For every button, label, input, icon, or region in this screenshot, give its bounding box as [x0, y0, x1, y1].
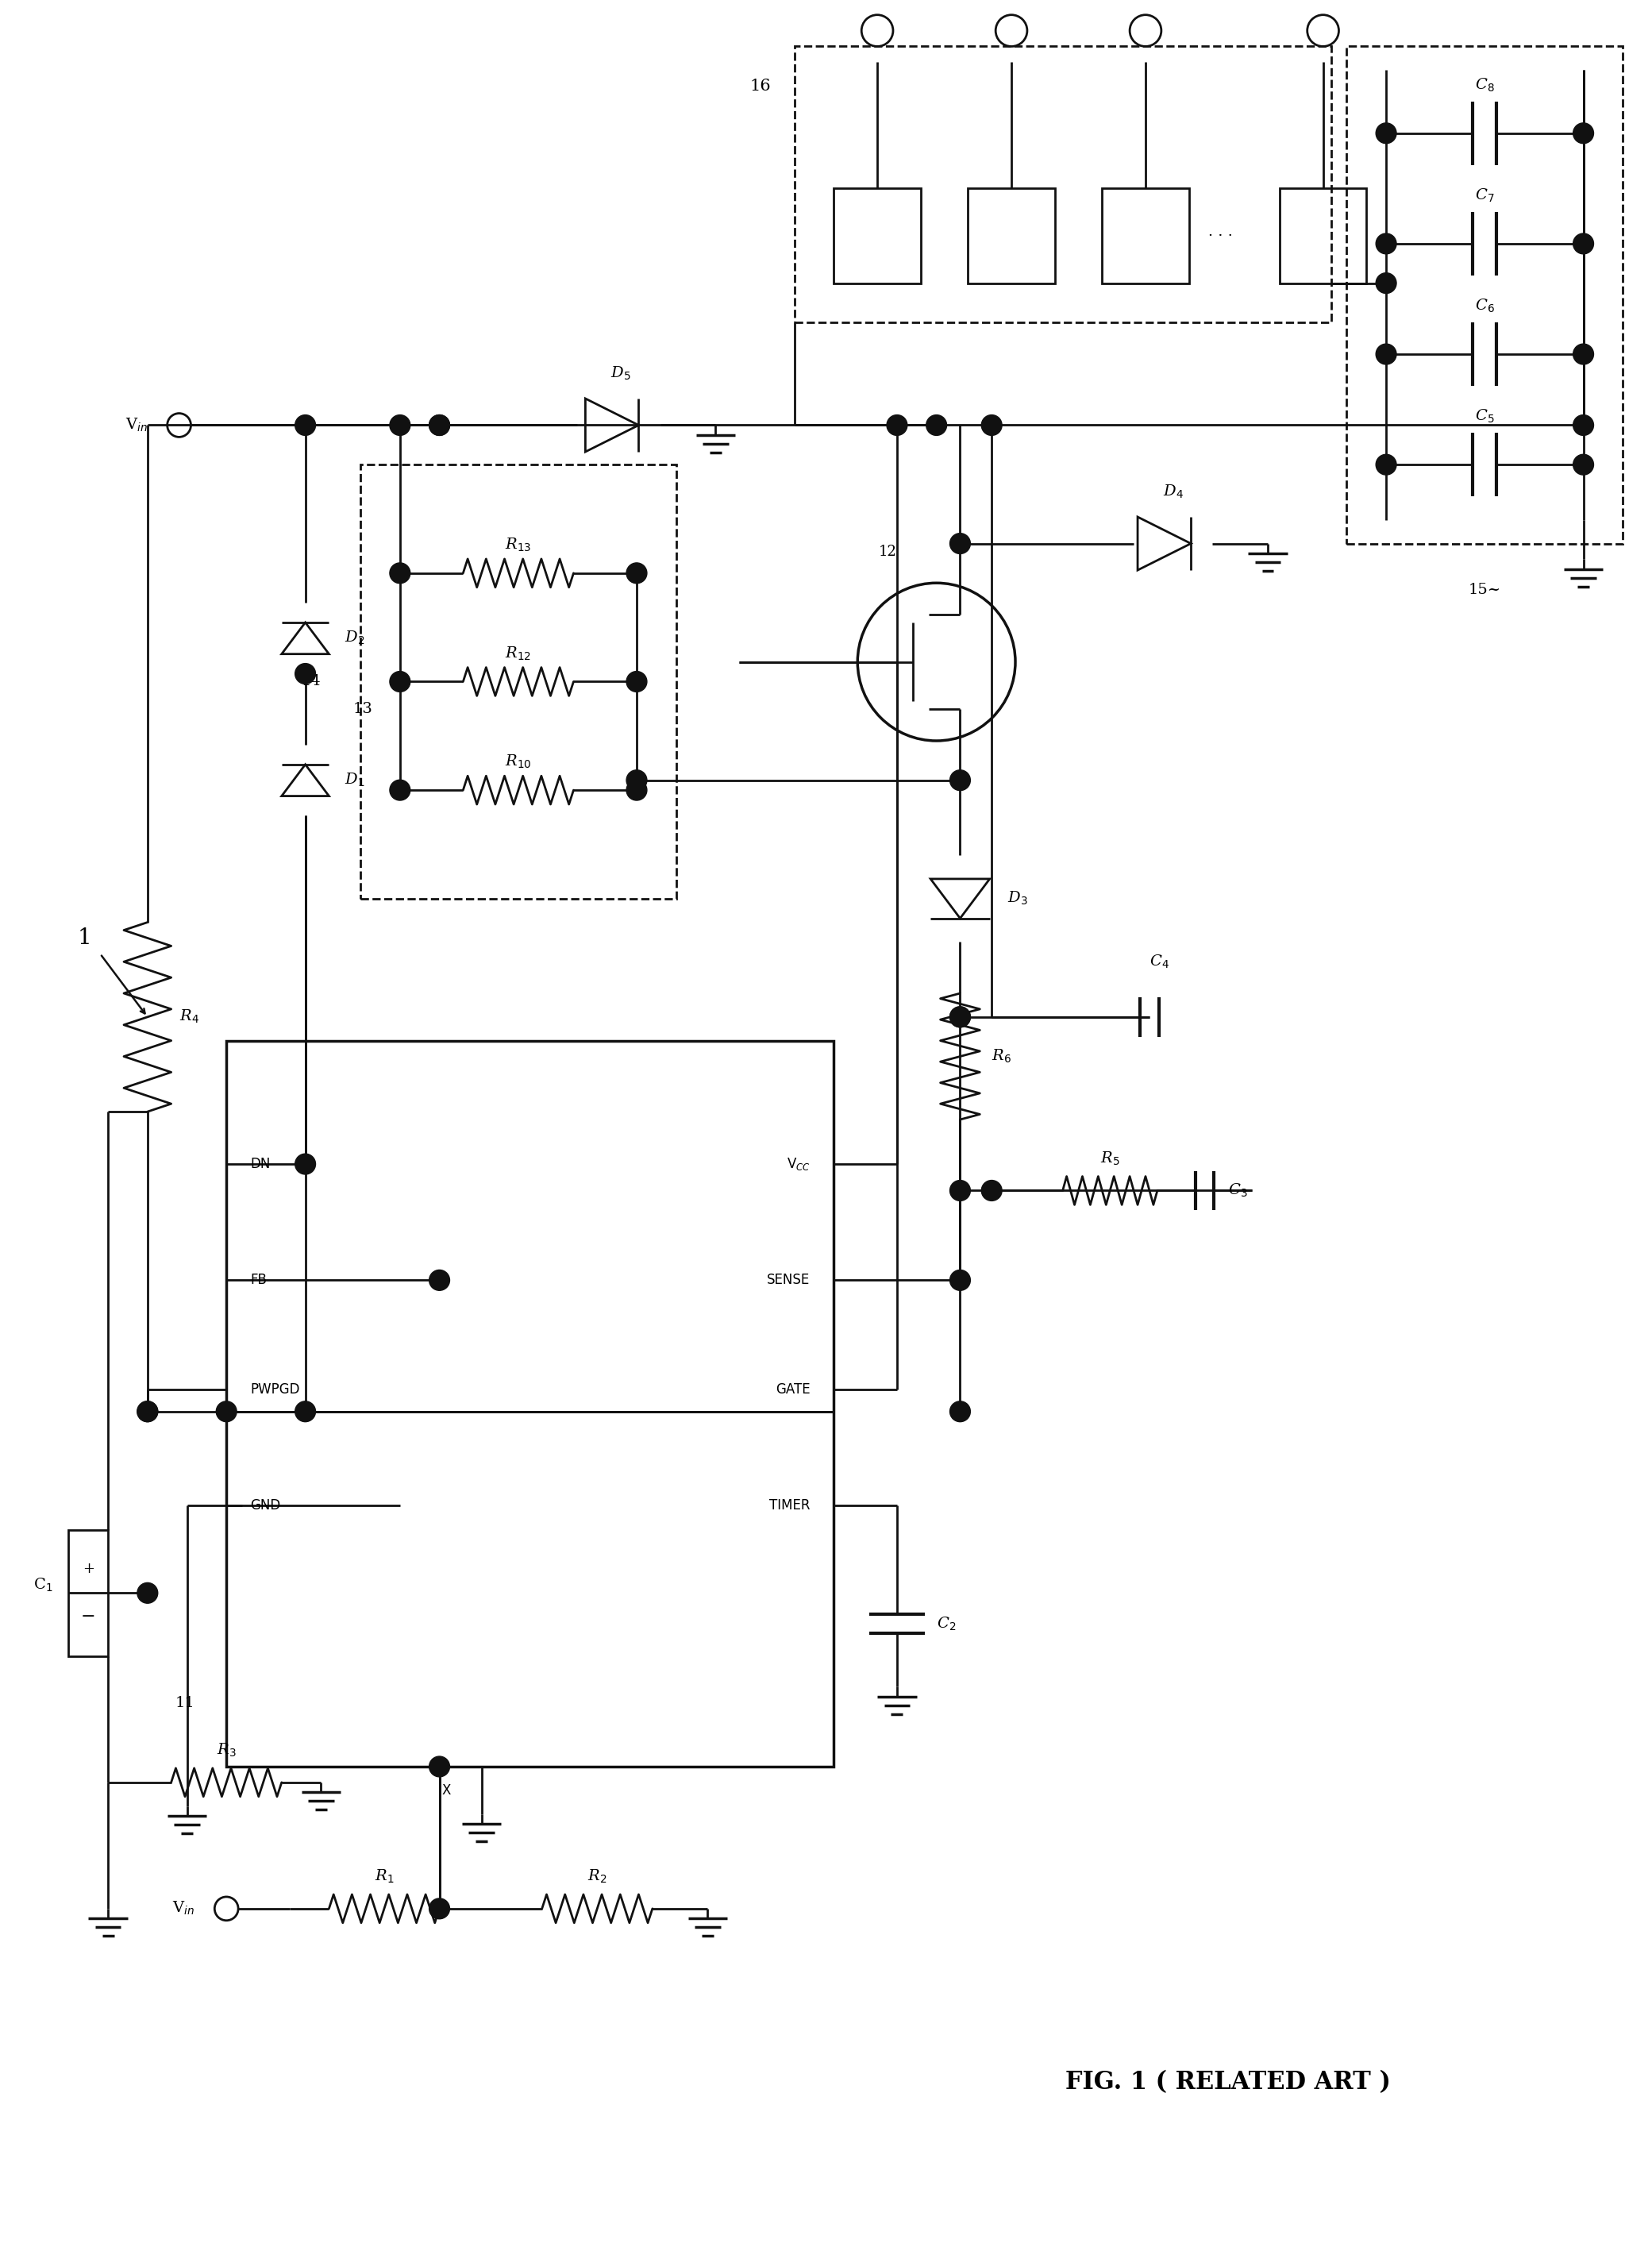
- Circle shape: [950, 533, 970, 553]
- Text: V$_{in}$: V$_{in}$: [126, 416, 147, 434]
- Circle shape: [296, 1402, 316, 1422]
- Circle shape: [950, 1007, 970, 1027]
- Circle shape: [216, 1402, 236, 1422]
- Text: R$_4$: R$_4$: [178, 1009, 198, 1025]
- Text: GND: GND: [249, 1499, 281, 1512]
- Text: X: X: [443, 1784, 451, 1798]
- Circle shape: [430, 1270, 449, 1290]
- Text: R$_2$: R$_2$: [588, 1867, 606, 1885]
- Text: 11: 11: [175, 1696, 195, 1710]
- Circle shape: [887, 416, 907, 436]
- Text: GATE: GATE: [775, 1382, 809, 1395]
- Text: R$_1$: R$_1$: [375, 1867, 393, 1885]
- Circle shape: [296, 663, 316, 683]
- Text: PWPGD: PWPGD: [249, 1382, 299, 1395]
- Text: 14: 14: [301, 674, 320, 690]
- Circle shape: [1376, 454, 1396, 474]
- Text: V$_{CC}$: V$_{CC}$: [786, 1157, 809, 1173]
- Circle shape: [1573, 124, 1594, 144]
- Text: +: +: [83, 1562, 94, 1577]
- Text: D$_1$: D$_1$: [345, 771, 365, 789]
- Circle shape: [950, 1180, 970, 1200]
- Text: R$_{12}$: R$_{12}$: [506, 645, 532, 663]
- Text: C$_2$: C$_2$: [937, 1616, 957, 1631]
- Text: D$_2$: D$_2$: [345, 629, 365, 647]
- Bar: [1346, 47, 1622, 544]
- Circle shape: [981, 416, 1001, 436]
- Circle shape: [626, 771, 648, 791]
- Circle shape: [1573, 416, 1594, 436]
- Text: R$_3$: R$_3$: [216, 1741, 236, 1759]
- Text: −: −: [81, 1609, 96, 1625]
- Text: 13: 13: [352, 701, 372, 717]
- Text: R$_6$: R$_6$: [991, 1047, 1011, 1065]
- Circle shape: [950, 1270, 970, 1290]
- Circle shape: [137, 1402, 159, 1422]
- Text: C$_7$: C$_7$: [1475, 187, 1495, 204]
- Circle shape: [137, 1582, 159, 1604]
- Circle shape: [430, 416, 449, 436]
- Text: C$_1$: C$_1$: [33, 1577, 53, 1593]
- Text: TIMER: TIMER: [770, 1499, 809, 1512]
- Circle shape: [390, 780, 410, 800]
- Text: C$_3$: C$_3$: [1229, 1182, 1247, 1200]
- Circle shape: [296, 1153, 316, 1175]
- Circle shape: [626, 672, 648, 692]
- Circle shape: [390, 416, 410, 436]
- Bar: [1102, 189, 1189, 283]
- Circle shape: [927, 416, 947, 436]
- Circle shape: [1376, 234, 1396, 254]
- Circle shape: [950, 1007, 970, 1027]
- Bar: [1280, 189, 1366, 283]
- Text: · · ·: · · ·: [1208, 229, 1232, 243]
- Bar: [795, 47, 1332, 324]
- Circle shape: [1376, 344, 1396, 364]
- Text: R$_5$: R$_5$: [1100, 1150, 1120, 1166]
- Circle shape: [430, 1899, 449, 1919]
- Text: R$_{13}$: R$_{13}$: [506, 537, 532, 553]
- Bar: [834, 189, 920, 283]
- Circle shape: [296, 416, 316, 436]
- Circle shape: [1573, 344, 1594, 364]
- Circle shape: [390, 562, 410, 584]
- Text: C$_6$: C$_6$: [1475, 299, 1495, 315]
- Circle shape: [1573, 234, 1594, 254]
- Circle shape: [950, 771, 970, 791]
- Text: 15~: 15~: [1469, 582, 1502, 598]
- Circle shape: [981, 1180, 1001, 1200]
- Text: 16: 16: [750, 79, 771, 94]
- Text: FIG. 1 ( RELATED ART ): FIG. 1 ( RELATED ART ): [1066, 2069, 1391, 2094]
- Circle shape: [1573, 454, 1594, 474]
- Circle shape: [390, 672, 410, 692]
- Text: C$_4$: C$_4$: [1150, 953, 1170, 971]
- Circle shape: [430, 416, 449, 436]
- Text: SENSE: SENSE: [767, 1274, 809, 1288]
- Text: 12: 12: [879, 546, 897, 560]
- Text: DN: DN: [249, 1157, 271, 1171]
- Circle shape: [626, 562, 648, 584]
- Text: D$_3$: D$_3$: [1008, 890, 1028, 908]
- Text: C$_5$: C$_5$: [1475, 409, 1495, 425]
- Text: V$_{in}$: V$_{in}$: [173, 1901, 195, 1917]
- Bar: [69, 1530, 107, 1656]
- Circle shape: [950, 1402, 970, 1422]
- Text: D$_5$: D$_5$: [611, 364, 631, 382]
- Circle shape: [137, 1402, 159, 1422]
- Circle shape: [1376, 272, 1396, 294]
- Text: C$_8$: C$_8$: [1475, 76, 1495, 94]
- Circle shape: [626, 780, 648, 800]
- Text: 1: 1: [78, 928, 91, 948]
- Bar: [226, 1040, 834, 1766]
- Text: D$_4$: D$_4$: [1163, 483, 1183, 501]
- Circle shape: [1376, 124, 1396, 144]
- Circle shape: [430, 1757, 449, 1777]
- Text: FB: FB: [249, 1274, 266, 1288]
- Text: R$_{10}$: R$_{10}$: [506, 753, 532, 771]
- Bar: [360, 465, 676, 899]
- Bar: [968, 189, 1054, 283]
